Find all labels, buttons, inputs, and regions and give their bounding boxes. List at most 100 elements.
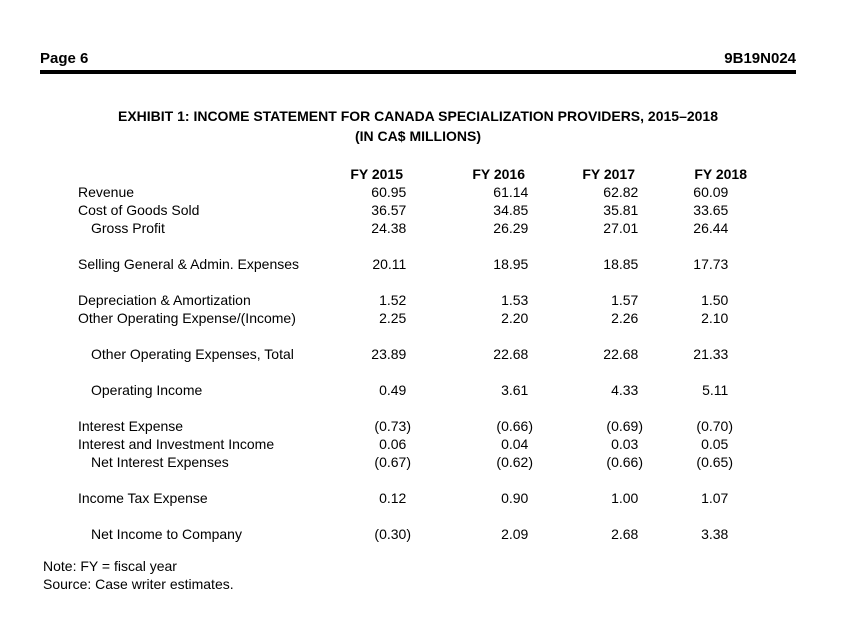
cell-value: 5.11) — [702, 382, 729, 398]
cell-value: 1.00) — [611, 490, 639, 506]
spacer-row — [78, 327, 753, 345]
row-label: Other Operating Expense/(Income) — [78, 310, 296, 326]
cell-value: 1.50) — [701, 292, 729, 308]
cell-value: 36.57) — [371, 202, 407, 218]
row-label: Operating Income — [91, 382, 203, 398]
spacer-cell — [78, 273, 753, 291]
case-number: 9B19N024 — [724, 50, 796, 67]
spacer-row — [78, 399, 753, 417]
spacer-row — [78, 273, 753, 291]
cell-value: 27.01) — [603, 220, 639, 236]
cell-value: 0.04) — [501, 436, 529, 452]
spacer-cell — [78, 237, 753, 255]
spacer-cell — [78, 507, 753, 525]
row-label-header — [78, 165, 337, 183]
column-header-fy2016: FY 2016 — [472, 166, 525, 182]
page-number: Page 6 — [40, 50, 89, 67]
row-label: Revenue — [78, 184, 135, 200]
cell-value: 26.29) — [493, 220, 529, 236]
cell-value: (0.73) — [374, 418, 411, 434]
cell-value: 0.03) — [611, 436, 639, 452]
cell-value: 23.89) — [371, 346, 407, 362]
table-row: Income Tax Expense 0.12) 0.90) 1.00) 1.07) — [78, 489, 753, 507]
cell-value: (0.67) — [374, 454, 411, 470]
income-statement-table: FY 2015 FY 2016 FY 2017 FY 2018 Revenue 6… — [78, 165, 753, 543]
column-header-fy2018: FY 2018 — [694, 166, 747, 182]
cell-value: 60.09) — [693, 184, 729, 200]
spacer-cell — [78, 399, 753, 417]
row-label: Income Tax Expense — [78, 490, 208, 506]
row-label: Selling General & Admin. Expenses — [78, 256, 300, 272]
cell-value: 17.73) — [693, 256, 729, 272]
table-row: Net Income to Company (0.30) 2.09) 2.68) 3.3… — [78, 525, 753, 543]
cell-value: 18.95) — [493, 256, 529, 272]
cell-value: 61.14) — [493, 184, 529, 200]
column-header-fy2015: FY 2015 — [350, 166, 403, 182]
column-header-row: FY 2015 FY 2016 FY 2017 FY 2018 — [78, 165, 753, 183]
cell-value: 0.06) — [379, 436, 407, 452]
cell-value: 2.09) — [501, 526, 529, 542]
footnotes: Note: FY = fiscal year Source: Case writ… — [43, 557, 796, 593]
table-row: Interest Expense (0.73) (0.66) (0.69) (0.70) — [78, 417, 753, 435]
cell-value: 3.38) — [701, 526, 729, 542]
row-label: Other Operating Expenses, Total — [91, 346, 294, 362]
cell-value: 4.33) — [611, 382, 639, 398]
table-row: Gross Profit 24.38) 26.29) 27.01) 26.44) — [78, 219, 753, 237]
cell-value: 2.10) — [701, 310, 729, 326]
cell-value: 62.82) — [603, 184, 639, 200]
cell-value: 22.68) — [493, 346, 529, 362]
exhibit-title: EXHIBIT 1: INCOME STATEMENT FOR CANADA S… — [117, 108, 719, 124]
table-row: Other Operating Expenses, Total 23.89) 22.… — [78, 345, 753, 363]
cell-value: (0.62) — [496, 454, 533, 470]
row-label: Net Interest Expenses — [91, 454, 229, 470]
cell-value: 20.11) — [372, 256, 407, 272]
spacer-row — [78, 507, 753, 525]
row-label: Net Income to Company — [91, 526, 242, 542]
cell-value: (0.66) — [606, 454, 643, 470]
cell-value: 0.90) — [501, 490, 529, 506]
source-line: Source: Case writer estimates. — [43, 576, 234, 592]
cell-value: (0.66) — [496, 418, 533, 434]
cell-value: 2.25) — [379, 310, 407, 326]
header-rule — [40, 70, 796, 74]
cell-value: 21.33) — [693, 346, 729, 362]
spacer-row — [78, 363, 753, 381]
row-label: Interest Expense — [78, 418, 184, 434]
table-row: Depreciation & Amortization 1.52) 1.53) 1.5… — [78, 291, 753, 309]
table-row: Operating Income 0.49) 3.61) 4.33) 5.11) — [78, 381, 753, 399]
cell-value: 1.52) — [379, 292, 407, 308]
table-row: Net Interest Expenses (0.67) (0.62) (0.66) (… — [78, 453, 753, 471]
page-header: Page 6 9B19N024 — [0, 0, 852, 67]
cell-value: (0.70) — [696, 418, 733, 434]
cell-value: (0.30) — [374, 526, 411, 542]
cell-value: 35.81) — [603, 202, 639, 218]
cell-value: 18.85) — [603, 256, 639, 272]
table-row: Revenue 60.95) 61.14) 62.82) 60.09) — [78, 183, 753, 201]
cell-value: 0.49) — [379, 382, 407, 398]
spacer-row — [78, 471, 753, 489]
cell-value: 33.65) — [693, 202, 729, 218]
cell-value: 2.68) — [611, 526, 639, 542]
cell-value: 34.85) — [493, 202, 529, 218]
row-label: Depreciation & Amortization — [78, 292, 251, 308]
cell-value: 2.20) — [501, 310, 529, 326]
cell-value: 2.26) — [611, 310, 639, 326]
column-header-fy2017: FY 2017 — [582, 166, 635, 182]
table-row: Interest and Investment Income 0.06) 0.04)… — [78, 435, 753, 453]
table-row: Cost of Goods Sold 36.57) 34.85) 35.81) 33.6… — [78, 201, 753, 219]
cell-value: 24.38) — [371, 220, 407, 236]
note-line: Note: FY = fiscal year — [43, 558, 177, 574]
spacer-row — [78, 237, 753, 255]
cell-value: 1.07) — [701, 490, 729, 506]
cell-value: 1.53) — [501, 292, 529, 308]
exhibit-title-block: EXHIBIT 1: INCOME STATEMENT FOR CANADA S… — [40, 106, 796, 146]
cell-value: 3.61) — [501, 382, 529, 398]
spacer-cell — [78, 363, 753, 381]
spacer-cell — [78, 327, 753, 345]
table-row: Other Operating Expense/(Income) 2.25) 2.2… — [78, 309, 753, 327]
cell-value: (0.69) — [606, 418, 643, 434]
spacer-cell — [78, 471, 753, 489]
cell-value: 0.12) — [379, 490, 407, 506]
cell-value: 1.57) — [611, 292, 639, 308]
